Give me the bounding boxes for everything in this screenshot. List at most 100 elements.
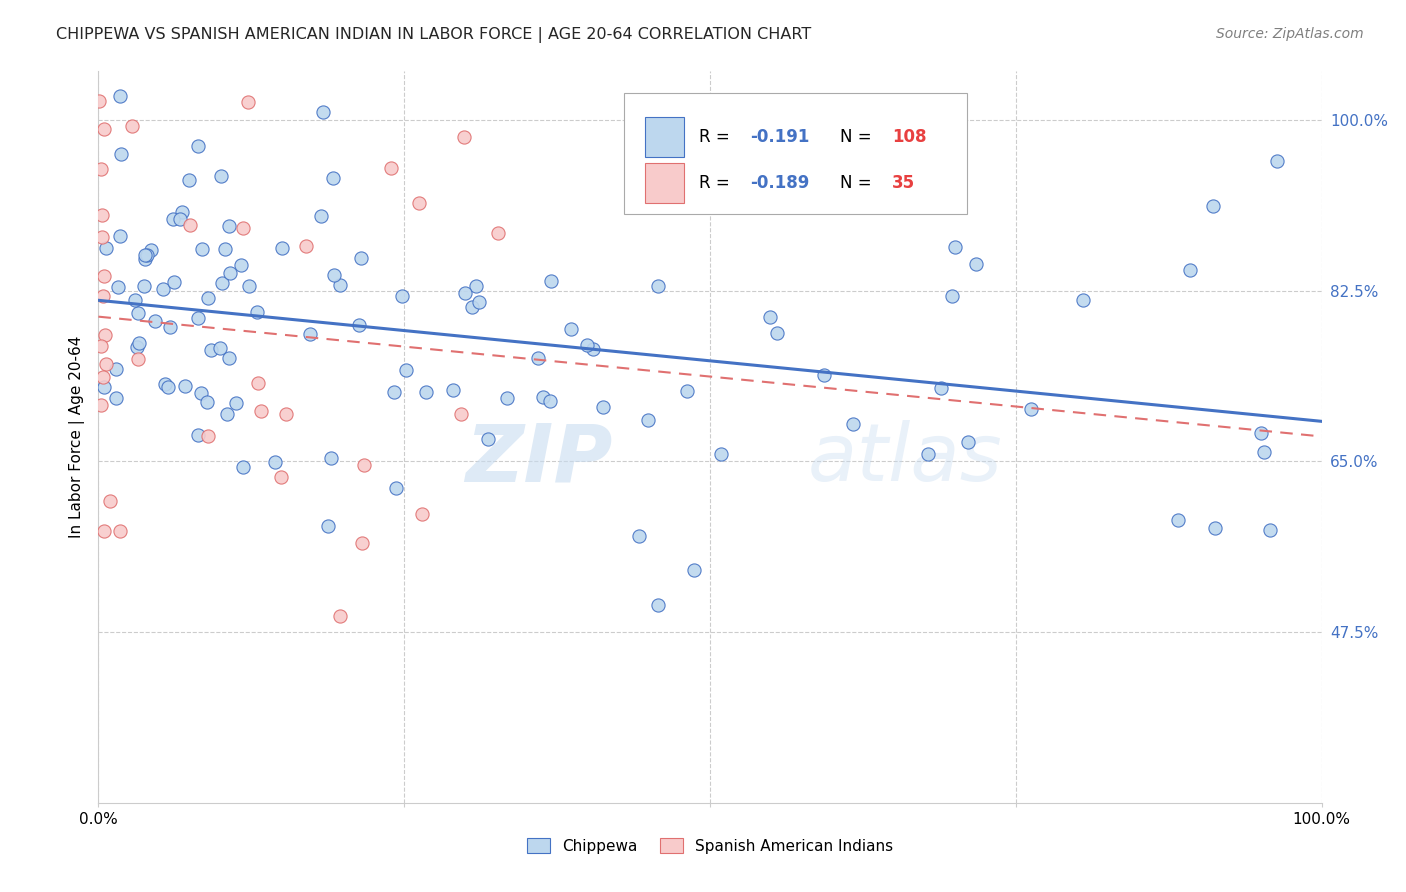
FancyBboxPatch shape [645,163,685,203]
Point [110,147,132,161]
Point [211,276,233,290]
Point [143,314,166,328]
Point [270,241,292,255]
Point [350,251,373,265]
Text: R =: R = [699,174,735,193]
Point [813,368,835,383]
Point [465,279,488,293]
Point [415,385,437,400]
Point [177,173,200,187]
Point [153,376,176,391]
Point [107,280,129,294]
Point [311,105,333,120]
Point [108,228,131,243]
Point [249,404,271,418]
Point [943,240,966,254]
Point [139,243,162,257]
Point [91,230,114,244]
Point [637,413,659,427]
Point [246,305,269,319]
FancyBboxPatch shape [624,94,967,214]
Point [385,482,408,496]
Point [917,447,939,461]
Legend: Chippewa, Spanish American Indians: Chippewa, Spanish American Indians [527,838,893,854]
Point [965,257,987,271]
Point [91,370,114,384]
Point [1071,293,1094,308]
Point [163,275,186,289]
Point [323,268,346,282]
Point [191,242,214,256]
Point [135,248,157,262]
Point [218,351,240,365]
Point [187,428,209,442]
Point [173,379,195,393]
Point [347,318,370,332]
Text: CHIPPEWA VS SPANISH AMERICAN INDIAN IN LABOR FORCE | AGE 20-64 CORRELATION CHART: CHIPPEWA VS SPANISH AMERICAN INDIAN IN L… [56,27,811,43]
Point [411,508,433,522]
Point [576,338,599,352]
Text: 35: 35 [893,174,915,193]
Point [931,381,953,395]
Point [350,536,373,550]
Point [443,383,465,397]
Point [197,429,219,443]
Point [270,469,292,483]
Point [582,343,605,357]
Point [232,220,254,235]
Point [592,400,614,414]
Point [496,392,519,406]
Point [96,241,118,255]
Point [104,362,127,376]
Point [200,343,222,357]
Point [225,396,247,410]
Y-axis label: In Labor Force | Age 20-64: In Labor Force | Age 20-64 [69,336,84,538]
Point [710,447,733,461]
Point [187,139,209,153]
Point [232,460,254,475]
Point [195,395,218,409]
Point [264,455,287,469]
Point [91,208,114,222]
Point [957,434,980,449]
Point [218,219,240,234]
Point [759,310,782,324]
Point [1202,199,1225,213]
Point [1265,154,1288,169]
Point [321,451,343,466]
Point [90,398,112,412]
Point [1253,445,1275,459]
Text: Source: ZipAtlas.com: Source: ZipAtlas.com [1216,27,1364,41]
Point [941,289,963,303]
Point [229,258,252,272]
Point [121,119,143,133]
Point [395,363,418,377]
Point [98,494,121,508]
Point [322,171,344,186]
Point [1258,523,1281,537]
Point [329,609,352,624]
Point [647,279,669,293]
Point [124,293,146,307]
Text: -0.191: -0.191 [751,128,810,146]
Point [477,432,499,446]
Point [215,407,238,421]
Point [391,289,413,303]
Point [1167,513,1189,527]
Point [533,391,555,405]
Point [179,218,201,232]
Point [461,300,484,314]
Text: -0.189: -0.189 [751,174,810,193]
Point [90,339,112,353]
Point [127,341,149,355]
Point [110,88,132,103]
Point [110,524,132,539]
Point [134,248,156,262]
Point [209,341,232,355]
Point [172,205,194,219]
Point [454,285,477,300]
Point [162,212,184,227]
Text: N =: N = [839,128,876,146]
Point [93,268,115,283]
Point [190,385,212,400]
